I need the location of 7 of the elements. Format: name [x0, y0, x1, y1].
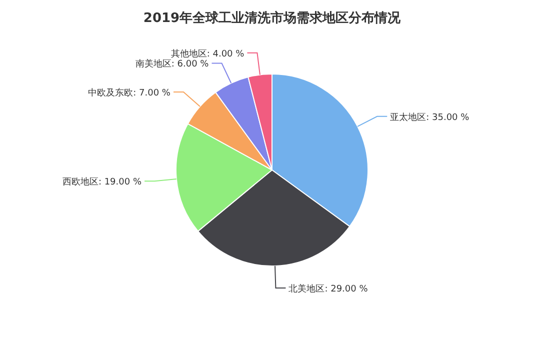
slice-label: 西欧地区: 19.00 %: [62, 176, 142, 188]
slice-label: 中欧及东欧: 7.00 %: [88, 87, 171, 98]
slice-label: 北美地区: 29.00 %: [288, 283, 368, 294]
chart-title: 2019年全球工业清洗市场需求地区分布情况: [143, 10, 402, 26]
slice-label: 亚太地区: 35.00 %: [390, 112, 470, 123]
slice-label: 南美地区: 6.00 %: [135, 58, 210, 70]
slice-label: 其他地区: 4.00 %: [170, 48, 245, 60]
